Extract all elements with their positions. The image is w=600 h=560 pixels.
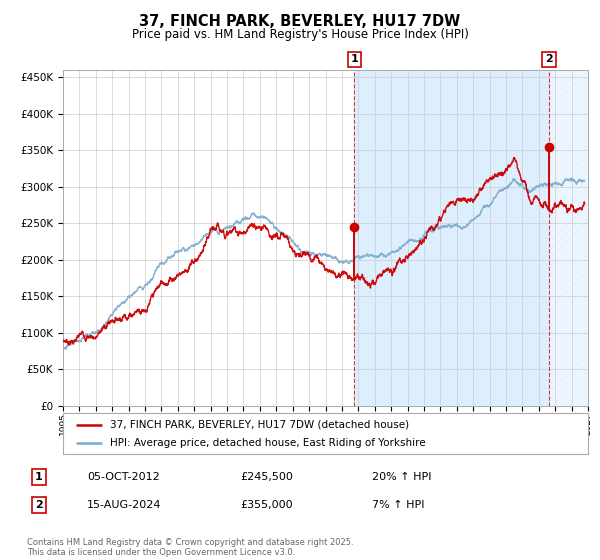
Text: Price paid vs. HM Land Registry's House Price Index (HPI): Price paid vs. HM Land Registry's House … (131, 28, 469, 41)
Bar (354, 70, 549, 406)
Text: 2: 2 (35, 500, 43, 510)
Text: HPI: Average price, detached house, East Riding of Yorkshire: HPI: Average price, detached house, East… (110, 438, 426, 448)
Text: £355,000: £355,000 (240, 500, 293, 510)
Text: 1: 1 (35, 472, 43, 482)
Text: 2: 2 (545, 54, 553, 64)
Text: 1: 1 (350, 54, 358, 64)
Text: 37, FINCH PARK, BEVERLEY, HU17 7DW (detached house): 37, FINCH PARK, BEVERLEY, HU17 7DW (deta… (110, 419, 409, 430)
Text: 05-OCT-2012: 05-OCT-2012 (87, 472, 160, 482)
Text: Contains HM Land Registry data © Crown copyright and database right 2025.
This d: Contains HM Land Registry data © Crown c… (27, 538, 353, 557)
Text: £245,500: £245,500 (240, 472, 293, 482)
Text: 37, FINCH PARK, BEVERLEY, HU17 7DW: 37, FINCH PARK, BEVERLEY, HU17 7DW (139, 14, 461, 29)
Text: 7% ↑ HPI: 7% ↑ HPI (372, 500, 425, 510)
Bar (549, 70, 600, 406)
Text: 15-AUG-2024: 15-AUG-2024 (87, 500, 161, 510)
Text: 20% ↑ HPI: 20% ↑ HPI (372, 472, 431, 482)
